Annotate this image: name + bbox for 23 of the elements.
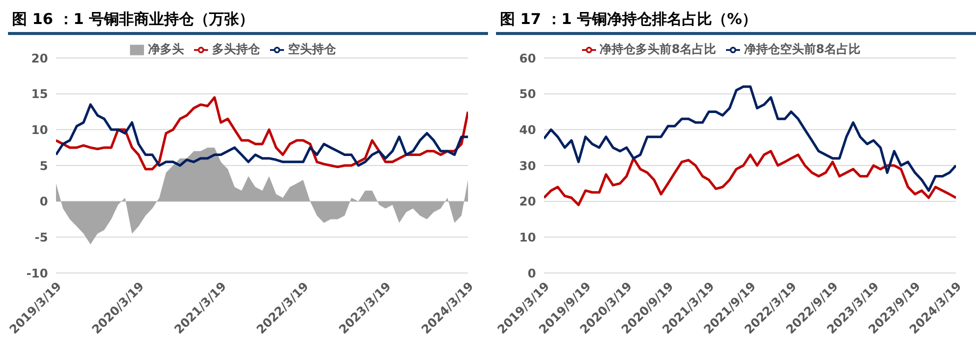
legend-label: 空头持仓 xyxy=(288,42,336,56)
y-tick-label: 15 xyxy=(31,87,48,102)
y-tick-label: 30 xyxy=(519,158,536,173)
y-tick-label: 60 xyxy=(519,51,536,66)
legend-label: 多头持仓 xyxy=(212,42,260,56)
y-tick-label: 0 xyxy=(528,266,536,280)
line-series xyxy=(544,85,956,192)
y-tick-label: 40 xyxy=(519,122,536,137)
y-tick-label: 20 xyxy=(31,51,48,66)
legend-label: 净持仓空头前8名占比 xyxy=(744,42,860,56)
line-series xyxy=(544,150,956,206)
legend-label: 净持仓多头前8名占比 xyxy=(600,42,716,56)
y-tick-label: 0 xyxy=(40,194,48,209)
y-tick-label: 20 xyxy=(519,194,536,209)
y-tick-label: -10 xyxy=(26,266,48,280)
y-tick-label: 50 xyxy=(519,87,536,102)
y-tick-label: 10 xyxy=(519,230,536,244)
y-tick-label: -5 xyxy=(34,230,48,244)
chart-title: 图 17 ：1 号铜净持仓排名占比（%） xyxy=(496,8,976,35)
y-tick-label: 5 xyxy=(40,158,48,173)
legend-label: 净多头 xyxy=(148,42,184,56)
chart-title: 图 16 ：1 号铜非商业持仓（万张） xyxy=(8,8,488,35)
y-tick-label: 10 xyxy=(31,122,48,137)
